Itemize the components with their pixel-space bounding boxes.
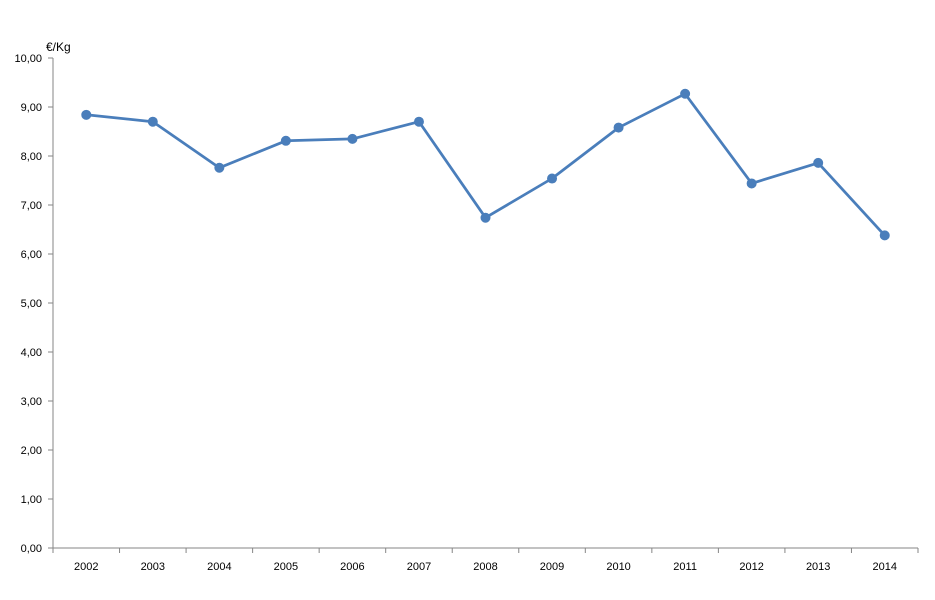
x-tick-label: 2006 — [340, 561, 364, 573]
y-tick-label: 4,00 — [21, 347, 42, 359]
data-point — [347, 133, 358, 144]
data-point — [547, 173, 558, 184]
data-point — [613, 122, 624, 133]
x-tick-label: 2010 — [606, 561, 630, 573]
data-point — [879, 230, 890, 241]
y-tick-label: 6,00 — [21, 249, 42, 261]
y-tick-label: 7,00 — [21, 200, 42, 212]
data-point — [680, 88, 691, 99]
x-tick-label: 2011 — [673, 561, 697, 573]
x-tick-label: 2014 — [872, 561, 896, 573]
y-tick-label: 0,00 — [21, 543, 42, 555]
x-tick-label: 2002 — [74, 561, 98, 573]
data-point — [280, 135, 291, 146]
y-tick-label: 3,00 — [21, 396, 42, 408]
data-point — [81, 109, 92, 120]
y-tick-label: 9,00 — [21, 102, 42, 114]
x-tick-label: 2007 — [407, 561, 431, 573]
x-tick-label: 2005 — [274, 561, 298, 573]
y-tick-label: 2,00 — [21, 445, 42, 457]
x-tick-label: 2008 — [473, 561, 497, 573]
x-tick-label: 2012 — [739, 561, 763, 573]
data-point — [813, 157, 824, 168]
data-point — [746, 178, 757, 189]
x-tick-label: 2003 — [141, 561, 165, 573]
y-tick-label: 8,00 — [21, 151, 42, 163]
y-tick-label: 10,00 — [14, 53, 42, 65]
data-point — [147, 116, 158, 127]
data-point — [413, 116, 424, 127]
y-axis-unit-label: €/Kg — [46, 40, 71, 54]
series-layer — [81, 88, 890, 241]
x-tick-label: 2013 — [806, 561, 830, 573]
data-point — [214, 162, 225, 173]
x-tick-label: 2004 — [207, 561, 231, 573]
x-tick-label: 2009 — [540, 561, 564, 573]
data-point — [480, 212, 491, 223]
axes: 0,00 1,00 2,00 3,00 4,00 5,00 6,00 7,00 8,00 9,00… — [14, 53, 919, 573]
y-tick-label: 1,00 — [21, 494, 42, 506]
y-tick-label: 5,00 — [21, 298, 42, 310]
